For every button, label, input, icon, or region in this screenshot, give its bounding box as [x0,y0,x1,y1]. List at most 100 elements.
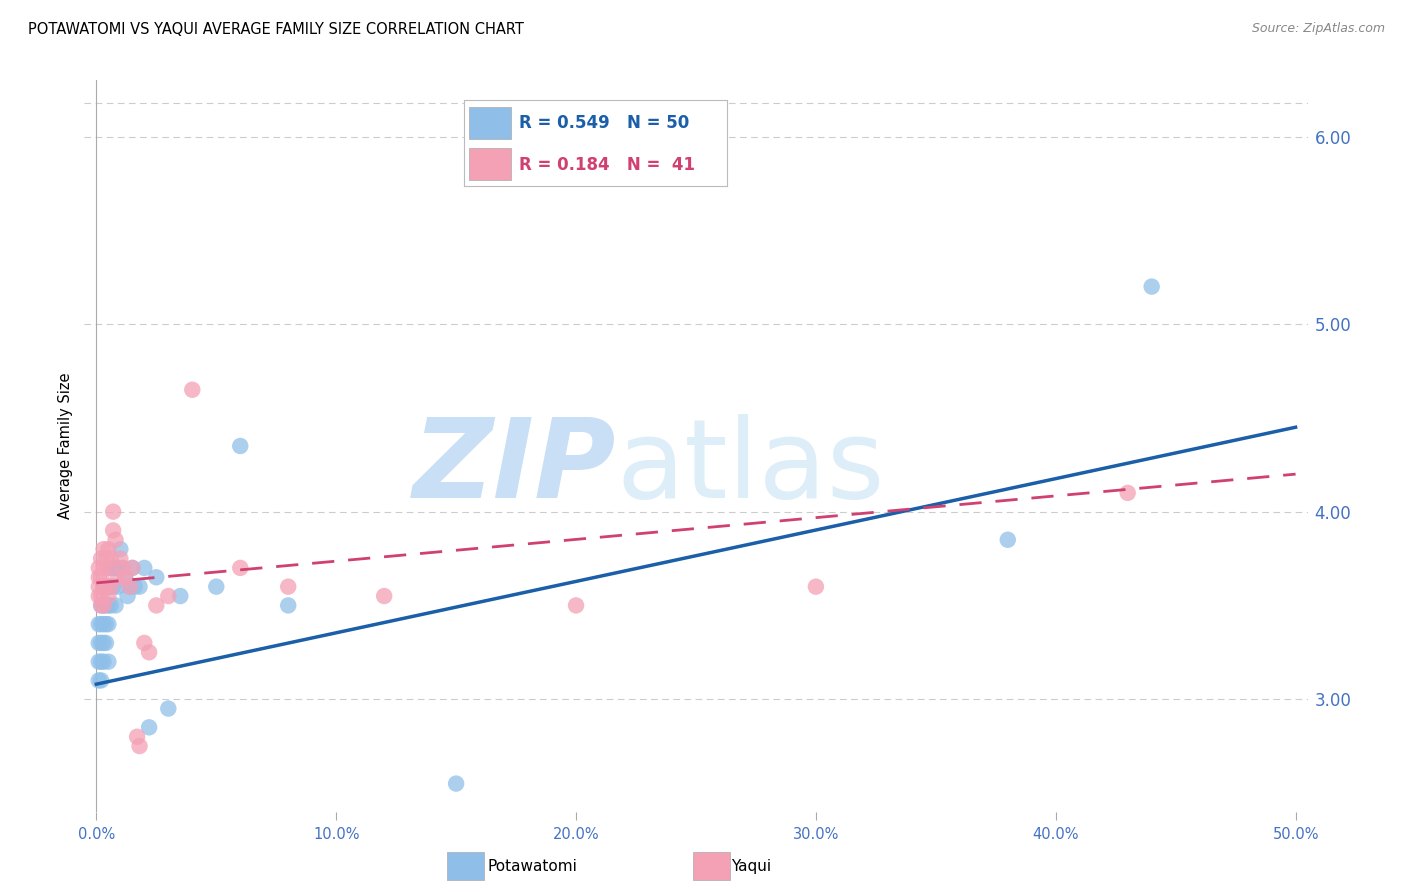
Point [93,655,115,669]
Point [169,589,191,603]
Text: Source: ZipAtlas.com: Source: ZipAtlas.com [1251,22,1385,36]
Point [90,617,112,632]
Point [114,570,136,584]
Point [87,673,110,688]
Point [94,580,117,594]
Point [100,551,122,566]
Point [181,383,204,397]
Point [90,589,112,603]
Point [157,701,180,715]
Point [124,580,146,594]
Point [107,561,129,575]
Point [93,636,115,650]
Point [117,589,139,603]
Point [93,599,115,613]
Point [87,580,110,594]
Point [100,580,122,594]
Point [101,561,124,575]
Point [87,636,110,650]
Point [205,580,228,594]
Point [277,599,299,613]
Point [97,561,120,575]
Point [97,617,120,632]
Point [87,561,110,575]
Point [128,739,150,753]
Point [138,720,160,734]
Point [111,561,134,575]
Text: atlas: atlas [616,415,884,522]
Point [277,580,299,594]
Point [121,561,143,575]
Point [111,561,134,575]
Point [107,570,129,584]
Text: R = 0.184   N =  41: R = 0.184 N = 41 [519,156,695,174]
Point [121,561,143,575]
Point [1140,279,1163,293]
Point [997,533,1019,547]
Text: R = 0.549   N = 50: R = 0.549 N = 50 [519,114,689,132]
Point [138,645,160,659]
Point [97,599,120,613]
Point [94,599,117,613]
Point [118,580,141,594]
Point [93,617,115,632]
Point [97,542,120,557]
Point [127,730,149,744]
Point [93,599,115,613]
Point [100,599,122,613]
Point [94,580,117,594]
FancyBboxPatch shape [468,107,510,139]
Point [110,551,132,566]
Point [229,439,252,453]
Point [90,636,112,650]
Point [87,589,110,603]
Point [93,580,115,594]
Point [90,551,112,566]
Point [134,561,156,575]
Point [100,561,122,575]
Point [100,580,122,594]
Point [87,617,110,632]
Text: Potawatomi: Potawatomi [488,859,578,873]
Point [94,636,117,650]
Point [93,580,115,594]
Point [104,599,127,613]
Point [110,542,132,557]
Point [101,580,124,594]
Point [114,570,136,584]
Point [373,589,395,603]
Point [565,599,588,613]
Point [145,570,167,584]
Point [97,655,120,669]
Point [93,542,115,557]
Point [97,580,120,594]
Point [118,580,141,594]
Point [229,561,252,575]
Point [94,617,117,632]
Point [128,580,150,594]
Point [90,655,112,669]
Point [94,551,117,566]
Point [804,580,827,594]
Point [145,599,167,613]
Point [93,561,115,575]
Point [101,505,124,519]
Y-axis label: Average Family Size: Average Family Size [58,373,73,519]
Text: POTAWATOMI VS YAQUI AVERAGE FAMILY SIZE CORRELATION CHART: POTAWATOMI VS YAQUI AVERAGE FAMILY SIZE … [28,22,524,37]
Point [134,636,156,650]
Point [87,655,110,669]
Text: Yaqui: Yaqui [731,859,772,873]
Point [157,589,180,603]
Text: ZIP: ZIP [413,415,616,522]
Point [90,673,112,688]
Point [104,533,127,547]
Point [101,524,124,538]
Point [444,776,467,790]
Point [107,580,129,594]
Point [90,599,112,613]
Point [87,570,110,584]
Point [90,599,112,613]
FancyBboxPatch shape [468,148,510,180]
Point [1116,486,1139,500]
Point [97,589,120,603]
